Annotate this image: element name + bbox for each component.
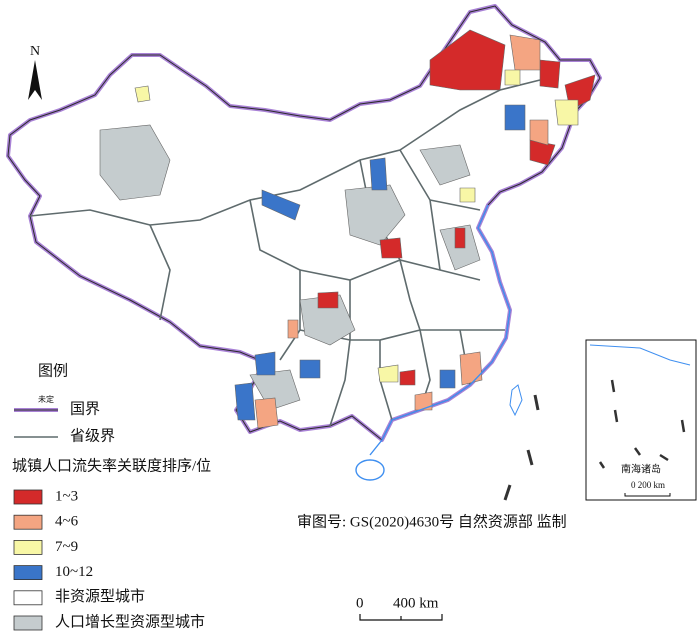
city-patch	[377, 364, 399, 383]
city-patch	[454, 227, 466, 249]
inset-label: 南海诸岛	[621, 462, 661, 475]
legend-label: 1~3	[55, 488, 78, 504]
city-patch	[504, 69, 521, 86]
legend-swatch	[13, 489, 43, 505]
city-patch	[459, 187, 476, 203]
city-patch	[459, 351, 483, 386]
scale-bar	[359, 614, 443, 621]
scale-end: 400 km	[393, 595, 439, 611]
inset-frame	[585, 339, 697, 501]
approval-number: 审图号: GS(2020)4630号 自然资源部 监制	[297, 513, 567, 530]
legend-swatch	[13, 540, 43, 555]
city-patch	[287, 319, 299, 339]
legend-subtitle: 城镇人口流失率关联度排序/位	[12, 457, 211, 474]
country-outline-inner	[7, 5, 601, 441]
city-patch	[379, 237, 403, 259]
city-patch	[99, 124, 171, 201]
inset-coast	[589, 344, 691, 366]
legend-title: 图例	[38, 362, 68, 379]
legend-label: 省级界	[70, 427, 115, 444]
province-boundary	[399, 259, 431, 411]
province-boundary	[329, 280, 351, 427]
legend-label: 4~6	[55, 514, 79, 530]
legend-swatch	[13, 590, 43, 606]
city-patch	[429, 29, 506, 91]
legend-label: 10~12	[55, 564, 93, 580]
city-patch	[134, 85, 151, 103]
legend-swatch	[13, 565, 43, 580]
legend-swatch	[13, 514, 43, 530]
city-patch	[254, 397, 279, 429]
taiwan-island	[509, 384, 523, 417]
city-patch	[554, 99, 579, 126]
inset-boundary	[598, 379, 686, 469]
legend-label: 非资源型城市	[55, 588, 145, 605]
city-patch	[254, 351, 276, 376]
legend-label: 7~9	[55, 539, 78, 555]
city-patch	[399, 369, 416, 386]
legend-label: 国界	[70, 400, 100, 417]
north-label: N	[30, 44, 40, 59]
coastline	[369, 204, 511, 456]
hainan-island	[355, 459, 385, 481]
city-patch	[234, 382, 256, 421]
inset-scale: 0 200 km	[631, 480, 665, 490]
city-patch	[369, 157, 388, 191]
province-boundary	[149, 224, 171, 321]
city-patch	[249, 369, 301, 411]
city-patch	[504, 104, 526, 131]
legend-label: 人口增长型资源型城市	[55, 613, 205, 630]
legend-undetermined: 未定	[38, 394, 54, 404]
maritime-boundary	[503, 394, 540, 501]
legend-swatch	[13, 615, 43, 631]
city-patch	[509, 34, 541, 71]
city-patch	[529, 119, 549, 146]
city-patch	[539, 59, 561, 89]
city-patch	[299, 359, 321, 379]
city-patch	[317, 291, 339, 309]
city-patch	[419, 144, 471, 186]
inset-scale-bar	[624, 493, 671, 497]
city-patches	[99, 29, 596, 429]
north-arrow	[28, 60, 42, 100]
city-patch	[261, 189, 301, 221]
city-patch	[414, 391, 433, 411]
city-patch	[439, 369, 456, 389]
scale-zero: 0	[356, 595, 364, 611]
